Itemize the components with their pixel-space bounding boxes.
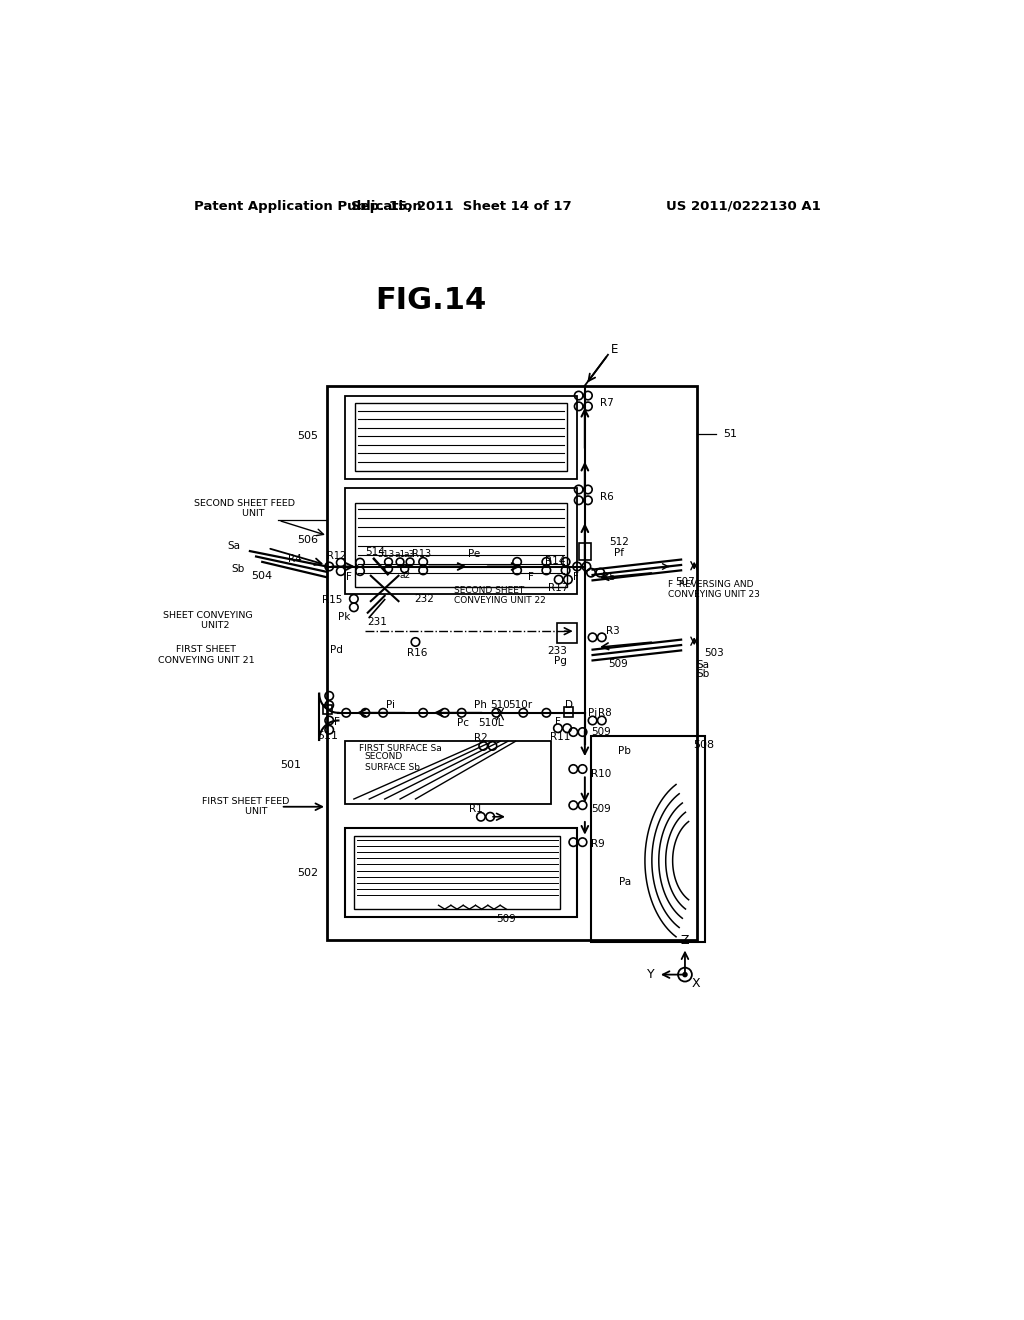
Text: 511: 511 xyxy=(317,731,338,741)
Text: 508: 508 xyxy=(693,741,714,750)
Text: 504: 504 xyxy=(251,570,272,581)
Text: 509: 509 xyxy=(591,727,610,737)
Text: R1: R1 xyxy=(469,804,482,814)
Text: 505: 505 xyxy=(297,430,318,441)
Bar xyxy=(354,503,567,586)
Text: SHEET CONVEYING
     UNIT2: SHEET CONVEYING UNIT2 xyxy=(163,611,252,630)
Text: R2: R2 xyxy=(474,733,487,743)
Bar xyxy=(580,544,591,561)
Text: US 2011/0222130 A1: US 2011/0222130 A1 xyxy=(666,199,820,213)
Text: F: F xyxy=(555,717,561,727)
Bar xyxy=(564,708,573,718)
Text: 502: 502 xyxy=(297,869,318,878)
Text: Z: Z xyxy=(681,935,689,948)
Text: Pe: Pe xyxy=(468,549,480,560)
Text: 232: 232 xyxy=(414,594,434,603)
Text: 510r: 510r xyxy=(508,700,532,710)
Text: R17: R17 xyxy=(548,583,568,593)
Text: Sa: Sa xyxy=(227,541,241,550)
Text: 510: 510 xyxy=(490,700,510,710)
Text: E: E xyxy=(610,343,617,356)
Text: Patent Application Publication: Patent Application Publication xyxy=(195,199,422,213)
Text: R14: R14 xyxy=(545,556,565,566)
Text: Pi: Pi xyxy=(386,700,395,710)
Text: Pk: Pk xyxy=(339,612,351,622)
Text: F: F xyxy=(346,572,352,582)
Text: 507: 507 xyxy=(675,577,695,587)
Text: F: F xyxy=(334,717,340,727)
Text: Sep. 15, 2011  Sheet 14 of 17: Sep. 15, 2011 Sheet 14 of 17 xyxy=(351,199,572,213)
Bar xyxy=(345,829,578,917)
Text: R13: R13 xyxy=(412,549,431,560)
Text: 512: 512 xyxy=(609,537,630,546)
Text: 514: 514 xyxy=(365,546,385,557)
Text: 506: 506 xyxy=(297,536,318,545)
Text: Pf: Pf xyxy=(614,548,624,557)
Text: FIRST SHEET FEED
       UNIT: FIRST SHEET FEED UNIT xyxy=(203,797,290,817)
Text: D: D xyxy=(565,700,573,710)
Text: a3: a3 xyxy=(403,549,415,558)
Bar xyxy=(327,385,696,940)
Bar xyxy=(345,742,551,804)
Bar xyxy=(354,404,567,471)
Text: 510L: 510L xyxy=(478,718,504,727)
Bar xyxy=(591,737,705,942)
Text: R15: R15 xyxy=(322,595,342,606)
Text: FIRST SHEET
CONVEYING UNIT 21: FIRST SHEET CONVEYING UNIT 21 xyxy=(158,645,254,665)
Circle shape xyxy=(683,973,687,977)
Text: R4: R4 xyxy=(288,554,301,564)
Bar xyxy=(354,836,560,909)
Text: FIRST SURFACE Sa: FIRST SURFACE Sa xyxy=(358,743,441,752)
Text: 513: 513 xyxy=(378,549,395,558)
Text: R3: R3 xyxy=(606,626,621,636)
Text: R16: R16 xyxy=(407,648,427,657)
Text: R12: R12 xyxy=(328,550,346,561)
Text: X: X xyxy=(691,977,700,990)
Text: 233: 233 xyxy=(547,647,567,656)
Text: SECOND SHEET FEED
      UNIT: SECOND SHEET FEED UNIT xyxy=(194,499,295,519)
Text: R11: R11 xyxy=(550,733,570,742)
Text: Pa: Pa xyxy=(618,878,631,887)
Text: Pj: Pj xyxy=(588,708,597,718)
Bar xyxy=(345,488,578,594)
Text: 501: 501 xyxy=(281,760,301,770)
Bar xyxy=(345,396,578,479)
Text: FIG.14: FIG.14 xyxy=(375,286,486,315)
Text: 509: 509 xyxy=(608,659,628,668)
Text: Ph: Ph xyxy=(474,700,487,710)
Text: R9: R9 xyxy=(591,838,605,849)
Text: Pb: Pb xyxy=(618,746,632,756)
Text: F  REVERSING AND
CONVEYING UNIT 23: F REVERSING AND CONVEYING UNIT 23 xyxy=(668,579,760,599)
Text: a2: a2 xyxy=(399,572,411,581)
Text: R7: R7 xyxy=(600,399,614,408)
Text: SECOND SHEET
CONVEYING UNIT 22: SECOND SHEET CONVEYING UNIT 22 xyxy=(454,586,546,606)
Text: F: F xyxy=(573,572,580,582)
Text: R8: R8 xyxy=(598,708,611,718)
Text: F: F xyxy=(528,572,534,582)
Text: Pd: Pd xyxy=(330,644,343,655)
Text: Pc: Pc xyxy=(457,718,469,727)
Text: 503: 503 xyxy=(705,648,724,657)
Text: Sb: Sb xyxy=(696,669,710,680)
Text: R5: R5 xyxy=(602,572,615,582)
Text: 51: 51 xyxy=(724,429,737,440)
Bar xyxy=(323,705,332,714)
Text: SECOND
SURFACE Sb: SECOND SURFACE Sb xyxy=(365,752,420,772)
Text: Y: Y xyxy=(647,968,655,981)
Text: Sa: Sa xyxy=(696,660,710,671)
Text: 509: 509 xyxy=(497,915,516,924)
Text: R6: R6 xyxy=(600,492,614,502)
Text: Pg: Pg xyxy=(554,656,566,667)
Text: Sb: Sb xyxy=(231,564,245,574)
Text: a1: a1 xyxy=(394,549,406,558)
Bar xyxy=(557,623,578,643)
Text: R10: R10 xyxy=(591,770,611,779)
Text: 509: 509 xyxy=(591,804,610,814)
Text: 231: 231 xyxy=(367,616,387,627)
